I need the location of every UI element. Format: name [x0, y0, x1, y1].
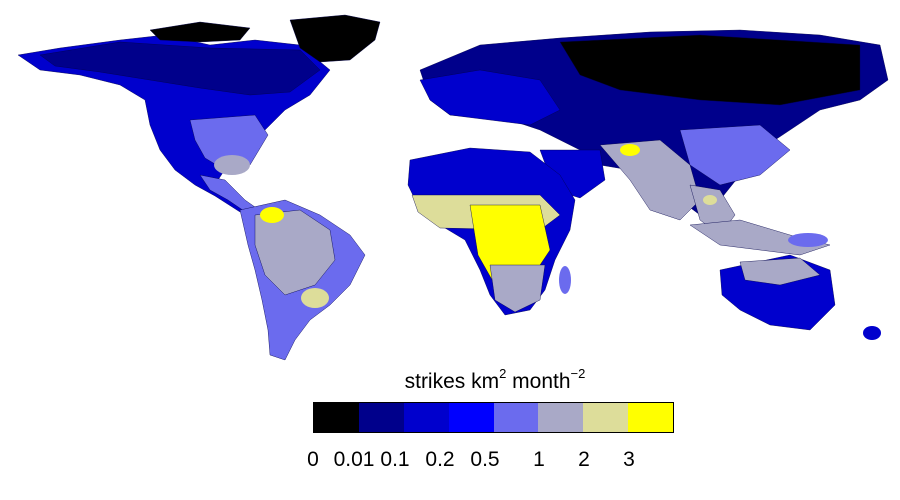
legend-tick-label: 2	[578, 448, 590, 471]
legend-tick-label: 0.5	[470, 448, 500, 471]
legend-title: strikes km2 month−2	[404, 366, 586, 393]
south-asia	[599, 139, 701, 221]
arctic-islands	[149, 21, 251, 43]
color-scale-bar	[313, 402, 674, 433]
australia-north	[739, 257, 821, 286]
legend-swatch-6	[583, 403, 629, 432]
madagascar	[559, 266, 571, 294]
siberia	[559, 34, 861, 106]
legend-swatch-0	[314, 403, 359, 432]
color-scale-labels: 0 0.01 0.1 0.2 0.5 1 2 3	[307, 448, 674, 478]
indonesia	[689, 219, 831, 256]
colombia-hot	[260, 207, 284, 223]
legend-tick-label: 0.2	[425, 448, 455, 471]
legend-swatch-3	[448, 403, 494, 432]
europe-central	[419, 69, 561, 126]
himalaya-hot	[620, 144, 640, 156]
indochina-hot	[703, 195, 717, 205]
china-east	[679, 124, 791, 186]
canada-boreal	[39, 41, 321, 96]
legend-swatch-5	[538, 403, 584, 432]
legend-swatch-4	[493, 403, 539, 432]
legend-tick-label: 0.1	[380, 448, 410, 471]
legend-tick-label: 0.01	[333, 448, 375, 471]
new-zealand	[863, 326, 881, 340]
legend-tick-label: 1	[533, 448, 545, 471]
legend-swatch-7	[628, 403, 673, 432]
legend-tick-label: 3	[623, 448, 635, 471]
amazon	[254, 209, 336, 296]
southern-africa	[489, 264, 546, 313]
new-guinea	[788, 233, 828, 247]
legend-swatch-2	[403, 403, 449, 432]
legend-tick-label: 0	[307, 448, 319, 471]
land-masses	[17, 14, 889, 361]
paraguay-hot	[301, 288, 329, 308]
legend-swatch-1	[358, 403, 404, 432]
greenland	[289, 14, 381, 63]
florida-hot	[214, 155, 250, 175]
